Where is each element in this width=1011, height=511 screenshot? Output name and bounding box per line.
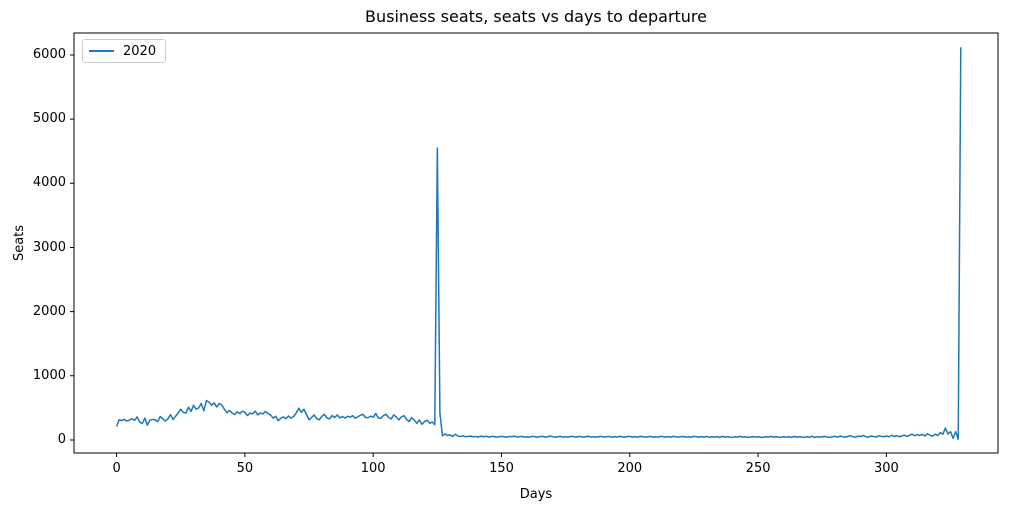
x-tick-label: 100 [360, 461, 386, 476]
legend: 2020 [82, 39, 166, 63]
series-line-2020 [115, 47, 962, 441]
x-tick-marks [116, 453, 887, 457]
x-tick-label: 250 [745, 461, 771, 476]
chart-title: Business seats, seats vs days to departu… [365, 7, 707, 26]
legend-label: 2020 [123, 43, 157, 59]
x-tick-label: 200 [617, 461, 643, 476]
x-tick-label: 50 [236, 461, 254, 476]
plot-spines [73, 32, 999, 454]
x-tick-label: 0 [112, 461, 121, 476]
y-tick-label: 2000 [32, 303, 66, 319]
x-tick-label: 300 [873, 461, 899, 476]
legend-line-sample [89, 50, 114, 52]
y-tick-label: 1000 [32, 367, 66, 383]
y-tick-label: 4000 [32, 175, 66, 191]
y-tick-label: 5000 [32, 111, 66, 127]
y-tick-label: 6000 [32, 46, 66, 62]
y-tick-marks [70, 54, 74, 441]
x-axis-label: Days [519, 487, 553, 502]
y-tick-label: 3000 [32, 239, 66, 255]
y-tick-label: 0 [57, 432, 66, 447]
x-tick-label: 150 [489, 461, 514, 476]
